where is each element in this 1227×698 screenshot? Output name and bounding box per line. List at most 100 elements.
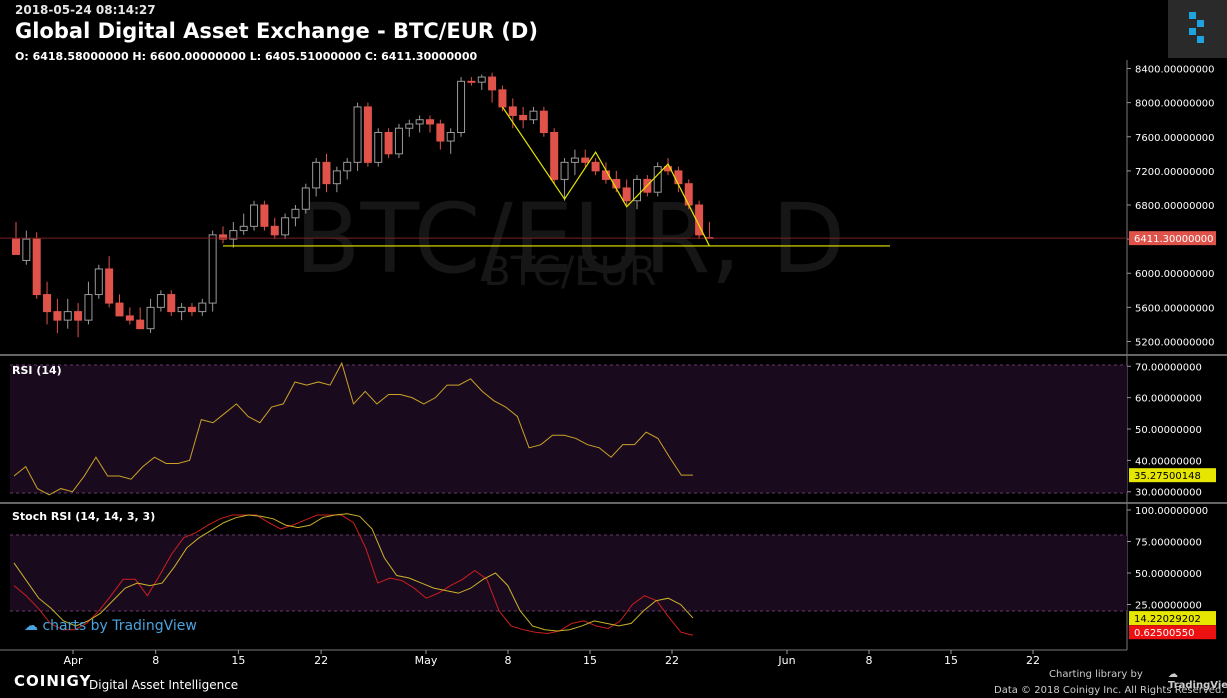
footer-copyright: Data © 2018 Coinigy Inc. All Rights Rese… [994, 685, 1225, 696]
candle-body [674, 170, 683, 185]
candle-body [363, 106, 372, 163]
candle-body [467, 80, 476, 83]
rsi-tick-label: 50.00000000 [1135, 425, 1202, 436]
candle-body [446, 132, 455, 142]
candle-body [374, 132, 383, 163]
candle-body [508, 106, 517, 116]
time-tick-label: 8 [152, 654, 159, 667]
candle-body [208, 234, 217, 304]
candle-body [436, 123, 445, 142]
candle-body [581, 157, 590, 163]
footer-tradingview-link[interactable]: ☁ TradingView [1168, 669, 1227, 691]
chart-title: Global Digital Asset Exchange - BTC/EUR … [15, 19, 538, 43]
candle-body [394, 127, 403, 155]
candle-body [539, 110, 548, 134]
candle-body [664, 166, 673, 172]
coinigy-logo-icon [1189, 12, 1204, 43]
footer-charting-library: Charting library by [1049, 669, 1143, 680]
stoch-tick-label: 100.00000000 [1135, 506, 1208, 517]
time-axis-ticks: Apr 8 15 22 May 8 15 22 Jun 8 15 22 [63, 650, 1040, 667]
candle-body [43, 294, 52, 313]
candle-body [63, 311, 72, 321]
candle-body [270, 225, 279, 236]
time-tick-label: 22 [314, 654, 328, 667]
candle-body [384, 132, 393, 155]
candle-body [498, 89, 507, 108]
rsi-last-label: 35.27500148 [1134, 471, 1201, 482]
rsi-series[interactable] [13, 361, 694, 496]
candle-body [167, 294, 176, 313]
candle-body [529, 110, 538, 121]
last-price-label: 6411.30000000 [1134, 234, 1214, 245]
candle-body [622, 187, 631, 202]
candle-body [198, 302, 207, 313]
candle-body [415, 119, 424, 125]
candle-body [260, 204, 269, 227]
stoch-band [10, 535, 1127, 611]
candle-body [156, 294, 165, 308]
price-tick-label: 6000.00000000 [1135, 269, 1215, 280]
candle-body [105, 268, 114, 304]
stoch-tick-label: 50.00000000 [1135, 569, 1202, 580]
candle-body [312, 161, 321, 189]
stoch-series[interactable] [13, 513, 694, 636]
price-tick-label: 5200.00000000 [1135, 337, 1215, 348]
candle-body [405, 123, 414, 129]
candle-body [219, 234, 227, 240]
stoch-d-line [13, 513, 694, 632]
tradingview-cloud-icon: ☁ [1168, 669, 1178, 680]
candle-body [74, 311, 83, 321]
candle-body [125, 315, 134, 321]
candle-body [94, 268, 103, 296]
chart-area[interactable]: BTC/EUR, D BTC/EUR RSI (14) Stoch RSI (1… [0, 60, 1227, 668]
stoch-d-last-label-bg [1129, 611, 1216, 626]
tradingview-watermark-text: charts by TradingView [42, 618, 197, 634]
rsi-tick-label: 30.00000000 [1135, 488, 1202, 499]
candle-body [477, 76, 486, 83]
candle-body [22, 238, 31, 261]
candle-body [353, 106, 362, 163]
candle-body [570, 157, 579, 163]
rsi-axis-ticks: 70.00000000 60.00000000 50.00000000 40.0000… [1127, 362, 1202, 499]
watermark-subsymbol: BTC/EUR [483, 249, 656, 295]
last-value-labels: 6411.30000000 35.27500148 14.22029202 0.625… [1129, 231, 1216, 640]
price-tick-label: 6800.00000000 [1135, 201, 1215, 212]
timestamp: 2018-05-24 08:14:27 [15, 3, 156, 17]
tradingview-watermark[interactable]: ☁ charts by TradingView [24, 618, 197, 634]
candle-body [229, 230, 238, 240]
last-price-label-bg [1129, 231, 1216, 246]
stoch-pane-label: Stoch RSI (14, 14, 3, 3) [12, 510, 155, 523]
time-tick-label: 8 [505, 654, 512, 667]
candle-body [146, 306, 155, 330]
candle-body [115, 302, 124, 317]
rsi-tick-label: 40.00000000 [1135, 456, 1202, 467]
candlestick-series[interactable] [0, 72, 1127, 338]
time-tick-label: 22 [665, 654, 679, 667]
zigzag-trendline [501, 106, 710, 247]
candle-body [250, 204, 259, 227]
trendline-drawings[interactable] [223, 106, 890, 247]
candle-body [633, 178, 641, 202]
candle-body [291, 208, 300, 219]
tradingview-link-label: TradingView [1168, 680, 1227, 691]
rsi-tick-label: 70.00000000 [1135, 362, 1202, 373]
candle-body [53, 311, 62, 321]
time-tick-label: 22 [1026, 654, 1040, 667]
rsi-last-label-bg [1129, 468, 1216, 483]
time-tick-label: 15 [583, 654, 597, 667]
candle-body [550, 132, 559, 180]
stoch-d-last-label: 14.22029202 [1134, 614, 1201, 625]
candle-body [187, 306, 196, 313]
candle-body [136, 319, 145, 330]
rsi-band [10, 365, 1127, 493]
candle-body [32, 238, 41, 296]
price-tick-label: 8400.00000000 [1135, 65, 1215, 76]
stoch-k-last-label: 0.62500550 [1134, 628, 1194, 639]
stoch-tick-label: 75.00000000 [1135, 538, 1202, 549]
watermark-symbol: BTC/EUR, D [295, 183, 846, 295]
stoch-k-last-label-bg [1129, 625, 1216, 640]
candle-body [560, 161, 569, 180]
time-tick-label: Apr [63, 654, 83, 667]
rsi-tick-label: 60.00000000 [1135, 394, 1202, 405]
coinigy-logo-button[interactable] [1168, 0, 1227, 58]
